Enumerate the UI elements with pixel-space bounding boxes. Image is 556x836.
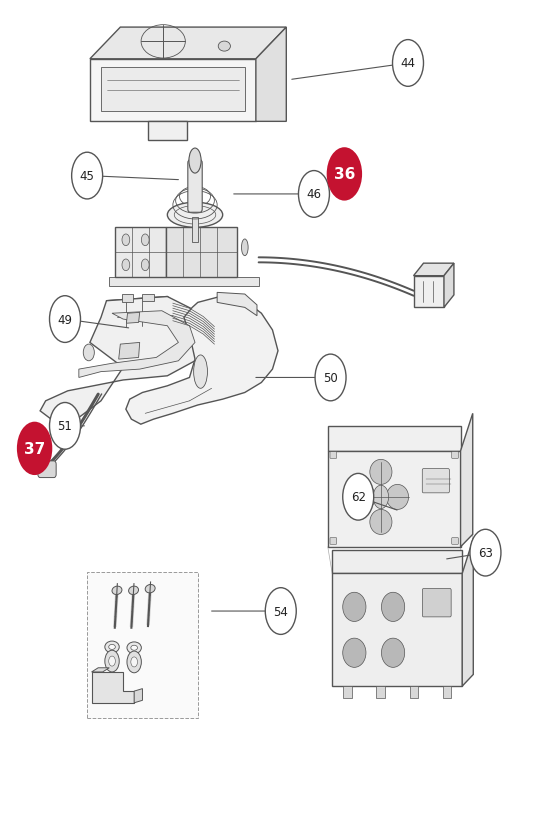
- Text: 44: 44: [400, 58, 415, 70]
- Circle shape: [131, 657, 137, 667]
- Ellipse shape: [128, 586, 138, 595]
- Circle shape: [265, 588, 296, 635]
- Polygon shape: [332, 573, 462, 686]
- Text: 62: 62: [351, 491, 366, 503]
- Ellipse shape: [127, 642, 141, 654]
- Ellipse shape: [241, 240, 248, 257]
- Circle shape: [109, 656, 115, 666]
- Text: 63: 63: [478, 547, 493, 559]
- FancyBboxPatch shape: [188, 161, 202, 213]
- Ellipse shape: [381, 639, 405, 668]
- FancyBboxPatch shape: [422, 469, 449, 493]
- Ellipse shape: [370, 510, 392, 535]
- Polygon shape: [142, 294, 153, 301]
- Circle shape: [393, 41, 424, 87]
- Ellipse shape: [189, 149, 201, 174]
- Polygon shape: [118, 343, 140, 359]
- FancyBboxPatch shape: [423, 589, 451, 617]
- Circle shape: [72, 153, 103, 200]
- Polygon shape: [126, 313, 140, 324]
- Ellipse shape: [370, 460, 392, 485]
- FancyBboxPatch shape: [410, 686, 418, 698]
- Circle shape: [49, 403, 81, 450]
- Ellipse shape: [145, 584, 155, 594]
- Circle shape: [141, 260, 149, 272]
- Text: 49: 49: [57, 314, 72, 326]
- Ellipse shape: [109, 645, 115, 650]
- Text: 45: 45: [80, 170, 95, 183]
- Polygon shape: [148, 122, 187, 140]
- Polygon shape: [79, 311, 195, 378]
- Polygon shape: [460, 414, 473, 547]
- FancyBboxPatch shape: [192, 218, 198, 243]
- Circle shape: [342, 474, 374, 521]
- Ellipse shape: [353, 485, 375, 510]
- Polygon shape: [126, 297, 278, 425]
- Ellipse shape: [342, 593, 366, 622]
- Text: 54: 54: [274, 604, 288, 618]
- Polygon shape: [92, 668, 110, 672]
- Circle shape: [17, 422, 52, 476]
- Polygon shape: [414, 277, 444, 308]
- Polygon shape: [328, 451, 460, 547]
- Circle shape: [122, 235, 130, 247]
- FancyBboxPatch shape: [330, 538, 336, 544]
- Ellipse shape: [112, 586, 122, 595]
- Polygon shape: [110, 278, 259, 287]
- FancyBboxPatch shape: [343, 686, 351, 698]
- Polygon shape: [332, 550, 462, 573]
- Polygon shape: [107, 297, 184, 336]
- Text: 51: 51: [58, 420, 72, 433]
- Circle shape: [315, 354, 346, 401]
- Ellipse shape: [342, 639, 366, 668]
- Text: 50: 50: [323, 371, 338, 385]
- Polygon shape: [90, 28, 286, 59]
- FancyBboxPatch shape: [451, 538, 458, 544]
- Ellipse shape: [381, 593, 405, 622]
- FancyBboxPatch shape: [443, 686, 451, 698]
- Circle shape: [83, 344, 95, 361]
- Polygon shape: [414, 264, 454, 277]
- Ellipse shape: [131, 645, 137, 650]
- Polygon shape: [134, 689, 142, 703]
- Circle shape: [105, 650, 119, 672]
- Ellipse shape: [219, 42, 230, 52]
- Polygon shape: [40, 297, 212, 420]
- Polygon shape: [166, 228, 236, 278]
- Ellipse shape: [167, 203, 222, 228]
- Polygon shape: [92, 672, 134, 703]
- FancyBboxPatch shape: [330, 452, 336, 459]
- Ellipse shape: [193, 355, 207, 389]
- Circle shape: [327, 148, 362, 201]
- Circle shape: [141, 235, 149, 247]
- Polygon shape: [101, 68, 245, 112]
- Ellipse shape: [105, 641, 119, 653]
- FancyBboxPatch shape: [376, 686, 385, 698]
- FancyBboxPatch shape: [38, 461, 56, 478]
- Ellipse shape: [386, 485, 409, 510]
- Circle shape: [49, 296, 81, 343]
- Circle shape: [299, 171, 330, 218]
- Polygon shape: [115, 228, 166, 278]
- Polygon shape: [328, 426, 460, 451]
- FancyBboxPatch shape: [451, 452, 458, 459]
- Circle shape: [373, 486, 389, 509]
- Polygon shape: [462, 539, 473, 686]
- Text: 36: 36: [334, 167, 355, 182]
- Circle shape: [127, 651, 141, 673]
- FancyBboxPatch shape: [87, 572, 198, 718]
- Polygon shape: [256, 28, 286, 122]
- Circle shape: [122, 260, 130, 272]
- Text: 46: 46: [306, 188, 321, 201]
- Text: 37: 37: [24, 441, 45, 456]
- Polygon shape: [122, 294, 133, 303]
- Polygon shape: [90, 59, 256, 122]
- Polygon shape: [444, 264, 454, 308]
- Circle shape: [470, 530, 501, 576]
- Polygon shape: [217, 293, 257, 316]
